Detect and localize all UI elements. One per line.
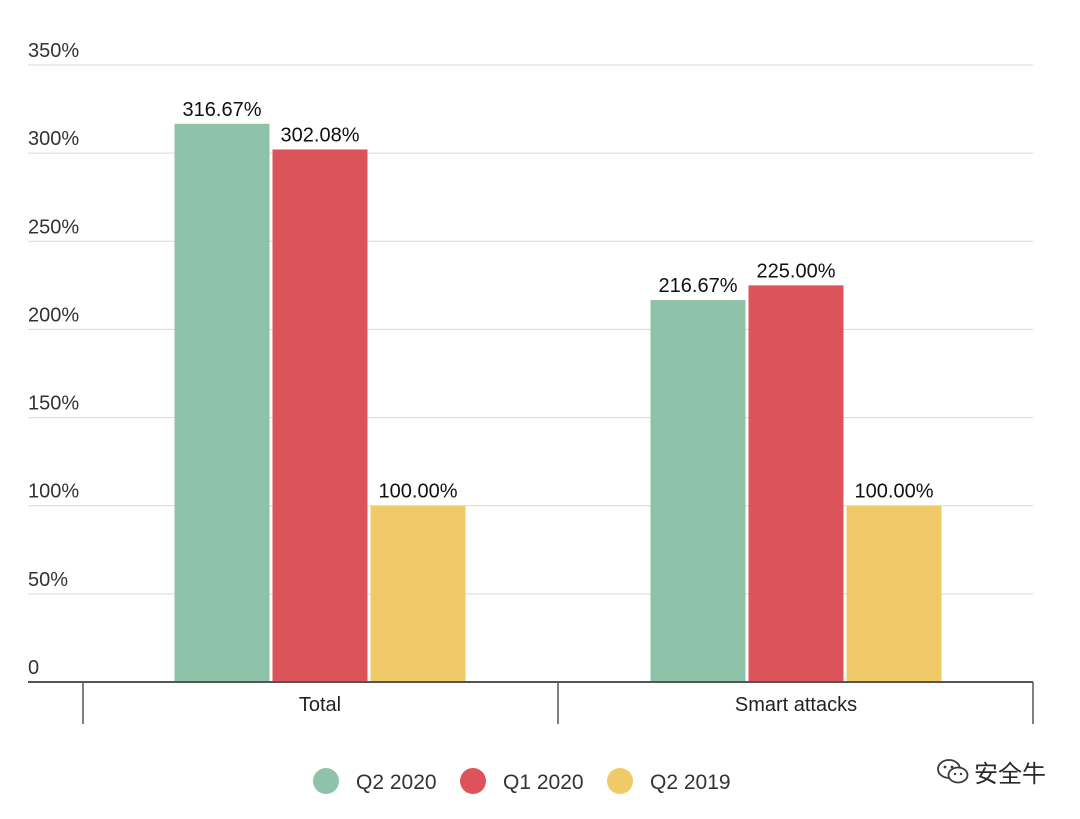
legend-swatch — [460, 768, 486, 794]
bar — [748, 285, 844, 682]
y-axis-ticks: 0 50% 100% 150% 200% 250% 300% 350% — [28, 40, 79, 679]
data-label: 302.08% — [281, 124, 360, 146]
bar — [370, 505, 466, 682]
legend: Q2 2020 Q1 2020 Q2 2019 — [313, 768, 731, 794]
bars — [174, 123, 942, 682]
y-tick-label: 200% — [28, 304, 79, 326]
x-axis: Total Smart attacks — [28, 681, 1034, 724]
data-label: 100.00% — [379, 481, 458, 503]
data-label: 216.67% — [659, 275, 738, 297]
legend-label: Q2 2019 — [650, 771, 731, 794]
bar — [272, 149, 368, 682]
y-tick-label: 0 — [28, 657, 39, 679]
legend-swatch — [313, 768, 339, 794]
bar — [846, 505, 942, 682]
y-tick-label: 300% — [28, 128, 79, 150]
watermark: 安全牛 — [936, 754, 1046, 789]
x-tick-label: Smart attacks — [735, 694, 857, 716]
data-label: 225.00% — [757, 260, 836, 282]
bar — [174, 123, 270, 682]
data-label: 316.67% — [183, 99, 262, 121]
legend-swatch — [607, 768, 633, 794]
data-label: 100.00% — [855, 481, 934, 503]
legend-label: Q1 2020 — [503, 771, 584, 794]
wechat-icon — [937, 758, 969, 783]
bar — [650, 300, 746, 682]
y-tick-label: 350% — [28, 40, 79, 62]
y-tick-label: 100% — [28, 481, 79, 503]
y-tick-label: 250% — [28, 216, 79, 238]
y-tick-label: 150% — [28, 393, 79, 415]
data-labels: 316.67% 302.08% 100.00% 216.67% 225.00% 100.0… — [183, 99, 934, 503]
watermark-text: 安全牛 — [974, 760, 1046, 788]
x-tick-label: Total — [299, 694, 341, 716]
y-tick-label: 50% — [28, 569, 68, 591]
legend-label: Q2 2020 — [356, 771, 437, 794]
